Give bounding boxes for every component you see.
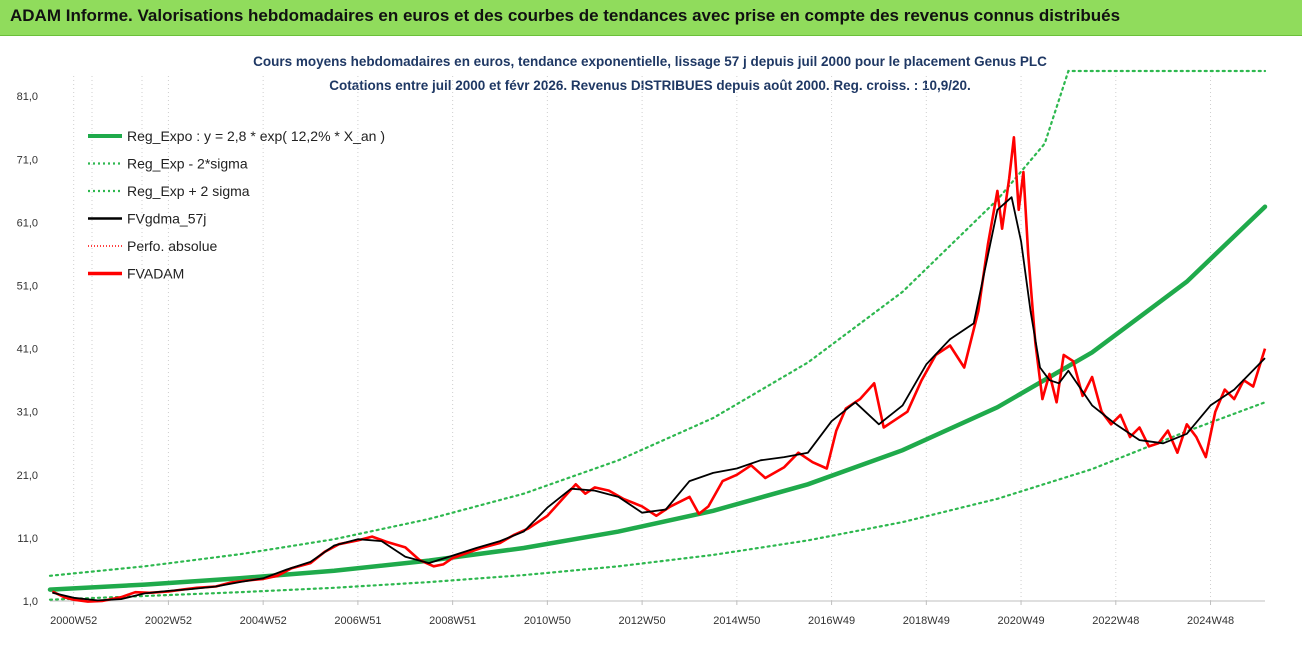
- x-tick-label: 2014W50: [713, 615, 760, 627]
- chart-svg: Cours moyens hebdomadaires en euros, ten…: [0, 36, 1302, 653]
- x-tick-label: 2004W52: [240, 615, 287, 627]
- chart-title-line1: Cours moyens hebdomadaires en euros, ten…: [253, 54, 1047, 69]
- y-tick-label: 61,0: [17, 217, 38, 229]
- x-tick-label: 2016W49: [808, 615, 855, 627]
- legend-label: Perfo. absolue: [127, 238, 217, 254]
- legend-label: FVADAM: [127, 266, 184, 282]
- y-tick-label: 81,0: [17, 91, 38, 103]
- legend-label: Reg_Expo : y = 2,8 * exp( 12,2% * X_an ): [127, 128, 385, 144]
- x-axis: 2000W52 2002W52 2004W52 2006W51 2008W51 2010W…: [50, 600, 1265, 627]
- x-tick-label: 2006W51: [334, 615, 381, 627]
- chart-background: [0, 36, 1302, 653]
- chart-title-line2: Cotations entre juil 2000 et févr 2026. …: [329, 78, 971, 93]
- y-tick-label: 11,0: [17, 533, 38, 545]
- legend: Reg_Expo : y = 2,8 * exp( 12,2% * X_an )…: [88, 128, 385, 282]
- series-group: [47, 69, 1268, 603]
- x-tick-label: 2010W50: [524, 615, 571, 627]
- x-tick-label: 2008W51: [429, 615, 476, 627]
- legend-label: Reg_Exp - 2*sigma: [127, 156, 248, 172]
- x-tick-label: 2022W48: [1092, 615, 1139, 627]
- series-line-smooth: [52, 196, 1266, 602]
- series-line-band: [48, 401, 1267, 601]
- y-tick-label: 41,0: [17, 344, 38, 356]
- chart-container: Cours moyens hebdomadaires en euros, ten…: [0, 36, 1302, 653]
- y-tick-label: 1,0: [23, 596, 38, 608]
- x-tick-label: 2012W50: [619, 615, 666, 627]
- x-tick-label: 2000W52: [50, 615, 97, 627]
- x-tick-label: 2018W49: [903, 615, 950, 627]
- legend-label: Reg_Exp + 2 sigma: [127, 183, 250, 199]
- legend-label: FVgdma_57j: [127, 211, 206, 227]
- y-tick-label: 51,0: [17, 281, 38, 293]
- y-tick-label: 71,0: [17, 154, 38, 166]
- x-tick-label: 2020W49: [998, 615, 1045, 627]
- x-tick-label: 2024W48: [1187, 615, 1234, 627]
- y-tick-label: 31,0: [17, 407, 38, 419]
- banner-title: ADAM Informe. Valorisations hebdomadaire…: [10, 6, 1121, 25]
- series-line-trend: [47, 204, 1268, 592]
- y-tick-label: 21,0: [17, 470, 38, 482]
- x-tick-label: 2002W52: [145, 615, 192, 627]
- series-line-band: [48, 69, 1267, 577]
- y-axis: 1,0 11,0 21,0 31,0 41,0 51,0 61,0 71,0 81,0: [17, 91, 38, 608]
- report-banner: ADAM Informe. Valorisations hebdomadaire…: [0, 0, 1302, 36]
